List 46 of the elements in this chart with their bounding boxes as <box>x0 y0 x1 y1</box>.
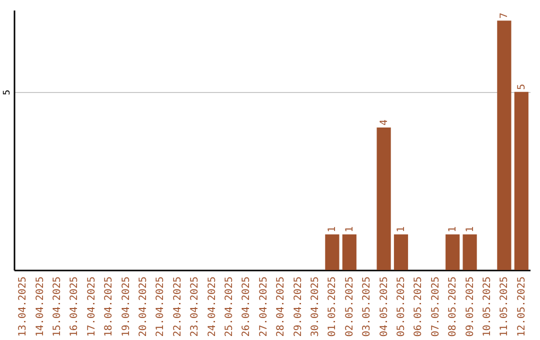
x-tick-label: 14.04.2025 <box>34 276 46 337</box>
x-tick-label: 07.05.2025 <box>430 276 442 337</box>
data-label: 1 <box>448 226 459 232</box>
x-tick-label: 21.04.2025 <box>155 276 166 337</box>
x-tick-label: 08.05.2025 <box>448 276 459 337</box>
x-tick-label: 01.05.2025 <box>327 276 338 337</box>
data-label: 1 <box>327 226 338 232</box>
data-label: 7 <box>499 12 510 19</box>
x-tick-label: 29.04.2025 <box>292 276 304 337</box>
bar <box>514 92 528 270</box>
x-tick-label: 23.04.2025 <box>190 276 201 337</box>
x-tick-label: 19.04.2025 <box>120 276 132 337</box>
bar <box>376 128 391 270</box>
x-tick-label: 09.05.2025 <box>464 276 476 337</box>
x-tick-label: 06.05.2025 <box>413 276 424 337</box>
x-tick-label: 30.04.2025 <box>310 276 321 337</box>
x-tick-label: 03.05.2025 <box>362 276 373 337</box>
x-tick-label: 26.04.2025 <box>241 276 252 337</box>
x-tick-label: 04.05.2025 <box>378 276 390 337</box>
x-tick-label: 02.05.2025 <box>344 276 356 337</box>
data-label: 1 <box>344 226 356 232</box>
bar <box>394 234 408 270</box>
data-label: 4 <box>378 120 390 126</box>
x-tick-label: 20.04.2025 <box>138 276 149 337</box>
bar <box>325 234 340 270</box>
x-tick-label: 11.05.2025 <box>499 276 510 337</box>
x-tick-label: 17.04.2025 <box>86 276 98 337</box>
x-tick-label: 05.05.2025 <box>396 276 407 337</box>
x-tick-label: 25.04.2025 <box>224 276 235 337</box>
x-tick-label: 18.04.2025 <box>104 276 115 337</box>
x-tick-label: 22.04.2025 <box>172 276 184 337</box>
x-tick-label: 12.05.2025 <box>516 276 528 337</box>
x-tick-label: 10.05.2025 <box>482 276 493 337</box>
bar <box>462 234 477 270</box>
x-tick-label: 24.04.2025 <box>206 276 218 337</box>
x-tick-label: 16.04.2025 <box>69 276 80 337</box>
data-label: 1 <box>464 226 476 232</box>
bar <box>342 234 356 270</box>
data-label: 1 <box>396 226 407 232</box>
x-tick-label: 28.04.2025 <box>276 276 287 337</box>
x-tick-label: 15.04.2025 <box>52 276 63 337</box>
x-tick-label: 13.04.2025 <box>18 276 29 337</box>
bar <box>446 234 460 270</box>
data-label: 5 <box>516 84 528 90</box>
bar <box>497 20 512 270</box>
x-tick-label: 27.04.2025 <box>258 276 270 337</box>
